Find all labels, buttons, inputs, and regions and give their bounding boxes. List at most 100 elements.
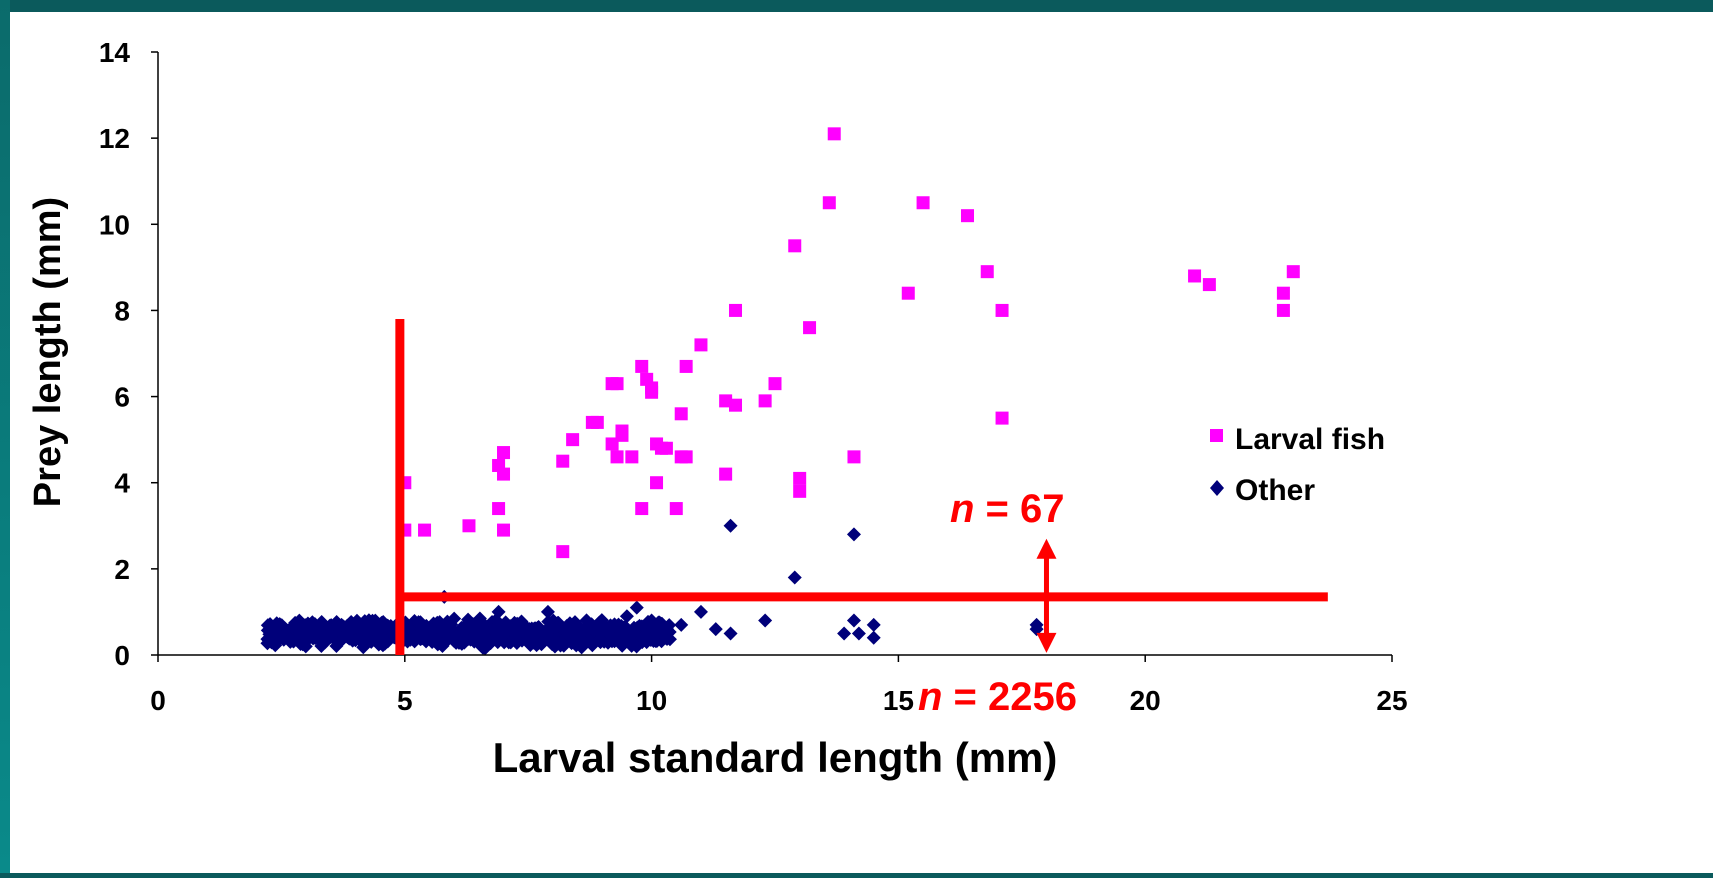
other-band-point: [535, 634, 550, 649]
larval-fish-point: [1202, 278, 1216, 292]
other-point: [644, 613, 659, 628]
other-band-point: [322, 618, 337, 633]
x-tick-label: 20: [1130, 685, 1161, 716]
larval-fish-point: [1276, 286, 1290, 300]
larval-fish-point: [625, 450, 639, 464]
n-lower-value: = 2256: [942, 675, 1077, 719]
series-other: [260, 518, 1044, 656]
y-tick-label: 8: [114, 295, 130, 326]
larval-fish-point: [659, 441, 673, 455]
larval-fish-point: [610, 450, 624, 464]
other-band-point: [297, 635, 312, 650]
x-axis-ticks: 0 5 10 15 20 25: [150, 655, 1408, 716]
larval-fish-point: [822, 196, 836, 210]
larval-fish-point: [497, 467, 511, 481]
legend-larval-fish-marker: [1210, 429, 1223, 442]
scatter-chart: 0 5 10 15 20 25 0 2 4 6 8 10 12 14 Larval standard l…: [27, 37, 1408, 781]
n-upper-annotation: n = 67: [950, 487, 1065, 531]
other-band-point: [420, 625, 435, 640]
larval-fish-point: [901, 286, 915, 300]
n-lower-annotation: n = 2256: [918, 675, 1077, 719]
other-band-point: [288, 620, 303, 635]
larval-fish-point: [610, 377, 624, 391]
other-band-point: [457, 624, 472, 639]
other-point: [624, 635, 639, 650]
series-larval-fish: [398, 127, 1300, 559]
legend-larval-fish-label: Larval fish: [1235, 423, 1385, 456]
other-band-point: [548, 638, 563, 653]
larval-fish-point: [768, 377, 782, 391]
larval-fish-point: [497, 523, 511, 537]
y-tick-label: 2: [114, 554, 130, 585]
other-band-point: [440, 632, 455, 647]
other-band-point: [260, 618, 275, 633]
other-point: [708, 622, 723, 637]
threshold-lines: [395, 319, 1328, 655]
other-point: [837, 626, 852, 641]
other-point: [787, 570, 802, 585]
other-band-point: [373, 631, 388, 646]
x-tick-label: 5: [397, 685, 413, 716]
other-point: [758, 613, 773, 628]
x-tick-label: 25: [1376, 685, 1407, 716]
other-band-point: [320, 628, 335, 643]
larval-fish-point: [847, 450, 861, 464]
other-band-point: [540, 624, 555, 639]
larval-fish-point: [995, 411, 1009, 425]
other-band-point: [342, 631, 357, 646]
larval-fish-point: [980, 265, 994, 279]
legend: Larval fish Other: [1210, 423, 1385, 507]
larval-fish-point: [462, 519, 476, 533]
larval-fish-point: [556, 545, 570, 559]
y-tick-label: 4: [114, 468, 130, 499]
other-band-point: [401, 620, 416, 635]
other-band-point: [260, 636, 275, 651]
x-tick-label: 0: [150, 685, 166, 716]
other-band-point: [616, 625, 631, 640]
y-tick-label: 12: [99, 123, 130, 154]
larval-fish-point: [719, 394, 733, 408]
x-tick-label: 15: [883, 685, 914, 716]
other-band-point: [470, 631, 485, 646]
larval-fish-point: [694, 338, 708, 352]
other-point: [693, 604, 708, 619]
other-band-point: [587, 622, 602, 637]
larval-fish-point: [803, 321, 817, 335]
other-band-point: [592, 631, 607, 646]
other-band-point: [662, 632, 677, 647]
larval-fish-point: [719, 467, 733, 481]
larval-fish-point: [605, 437, 619, 451]
other-point: [846, 527, 861, 542]
other-band-point: [306, 622, 321, 637]
other-band-point: [626, 625, 641, 640]
larval-fish-point: [645, 381, 659, 395]
larval-fish-point: [679, 450, 693, 464]
larval-fish-point: [492, 502, 506, 516]
larval-fish-point: [916, 196, 930, 210]
other-band-point: [334, 617, 349, 632]
n-upper-symbol: n: [950, 487, 974, 531]
other-band-point: [349, 613, 364, 628]
other-point: [649, 626, 664, 641]
larval-fish-point: [674, 407, 688, 421]
larval-fish-point: [758, 394, 772, 408]
larval-fish-point: [793, 471, 807, 485]
title-band: [0, 0, 1713, 12]
larval-fish-point: [1188, 269, 1202, 283]
larval-fish-point: [635, 359, 649, 373]
larval-fish-point: [729, 398, 743, 412]
y-axis-label: Prey length (mm): [27, 197, 69, 507]
larval-fish-point: [793, 484, 807, 498]
larval-fish-point: [650, 476, 664, 490]
larval-fish-point: [497, 446, 511, 460]
x-tick-label: 10: [636, 685, 667, 716]
other-point: [674, 617, 689, 632]
larval-fish-point: [418, 523, 432, 537]
larval-fish-point: [961, 209, 975, 223]
larval-fish-point: [615, 424, 629, 438]
arrow-head-down: [1036, 632, 1057, 653]
other-band-point: [472, 611, 487, 626]
other-band-point: [526, 628, 541, 643]
other-point: [851, 626, 866, 641]
